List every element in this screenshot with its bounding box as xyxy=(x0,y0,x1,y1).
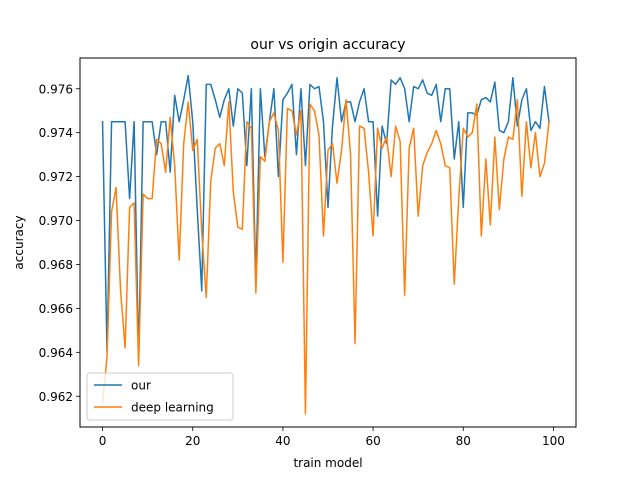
chart-title: our vs origin accuracy xyxy=(250,37,405,53)
y-tick-label: 0.968 xyxy=(39,258,73,272)
x-tick-label: 60 xyxy=(365,434,380,448)
x-tick-label: 100 xyxy=(542,434,565,448)
legend-box xyxy=(86,372,234,421)
axes-frame xyxy=(79,57,577,428)
x-tick-label: 0 xyxy=(99,434,107,448)
series-line-1 xyxy=(101,98,550,415)
y-tick-label: 0.970 xyxy=(39,214,73,228)
y-tick-label: 0.972 xyxy=(39,170,73,184)
y-tick-label: 0.962 xyxy=(39,390,73,404)
y-axis-label: accuracy xyxy=(12,215,26,269)
x-axis-label: train model xyxy=(293,456,362,470)
x-axis-ticks: 0 20 40 60 80 100 xyxy=(99,427,565,448)
y-tick-label: 0.974 xyxy=(39,126,73,140)
y-tick-label: 0.966 xyxy=(39,302,73,316)
y-tick-label: 0.964 xyxy=(39,346,73,360)
x-tick-label: 20 xyxy=(185,434,200,448)
y-tick-label: 0.976 xyxy=(39,82,73,96)
legend-label-our: our xyxy=(131,379,151,393)
plot-area xyxy=(101,74,550,415)
legend-label-deep-learning: deep learning xyxy=(131,401,214,415)
x-tick-label: 80 xyxy=(456,434,471,448)
x-tick-label: 40 xyxy=(275,434,290,448)
legend: our deep learning xyxy=(86,372,234,421)
y-axis-ticks: 0.962 0.964 0.966 0.968 0.970 0.972 0.974 0.976 xyxy=(39,82,80,404)
